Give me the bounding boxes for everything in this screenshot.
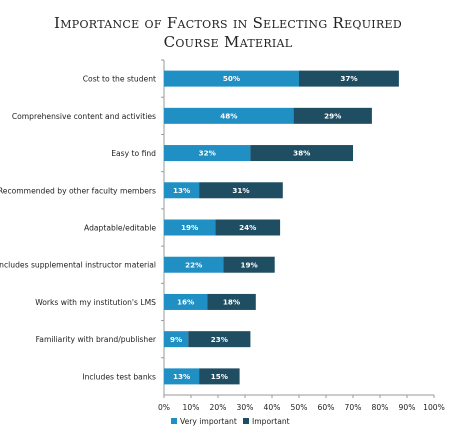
bar-important: [215, 219, 281, 236]
x-tick-label: 40%: [264, 403, 281, 412]
legend: Very important Important: [171, 417, 290, 426]
bar-very-important: [164, 107, 294, 124]
data-label: 24%: [239, 223, 256, 232]
legend-important-label: Important: [252, 417, 290, 426]
category-label: Easy to find: [111, 149, 156, 158]
x-tick-label: 0%: [158, 403, 170, 412]
bar-important: [293, 107, 372, 124]
data-label: 13%: [173, 372, 190, 381]
chart-title-line-2: Course Material: [164, 33, 293, 51]
bar-important: [250, 145, 353, 162]
plot-area: 0% 10% 20% 30% 40% 50% 60% 70% 80% 90% 100% Cost to…: [0, 59, 445, 412]
x-tick-label: 70%: [345, 403, 362, 412]
data-label: 15%: [211, 372, 228, 381]
x-tick-label: 100%: [423, 403, 445, 412]
category-label: Recommended by other faculty members: [0, 186, 156, 195]
x-tick-label: 60%: [318, 403, 335, 412]
chart-title-line-1: Importance of Factors in Selecting Requi…: [54, 14, 402, 32]
data-label: 16%: [177, 298, 194, 307]
data-label: 23%: [211, 335, 228, 344]
data-label: 31%: [232, 186, 249, 195]
bar-important: [223, 256, 275, 273]
category-label: Adaptable/editable: [84, 224, 156, 233]
bar-very-important: [164, 256, 224, 273]
bar-very-important: [164, 145, 251, 162]
data-label: 19%: [181, 223, 198, 232]
category-label: Comprehensive content and activities: [12, 112, 156, 121]
category-label: Includes test banks: [82, 372, 156, 381]
bar-very-important: [164, 70, 299, 87]
x-tick-label: 80%: [372, 403, 389, 412]
legend-very-important-swatch: [171, 418, 177, 424]
data-label: 13%: [173, 186, 190, 195]
bar-very-important: [164, 331, 189, 348]
x-tick-label: 90%: [399, 403, 416, 412]
data-label: 22%: [185, 260, 202, 269]
bar-important: [299, 70, 399, 87]
bar-important: [188, 331, 251, 348]
data-label: 38%: [293, 149, 310, 158]
data-label: 48%: [220, 111, 237, 120]
legend-very-important-label: Very important: [180, 417, 237, 426]
category-label: Works with my institution's LMS: [35, 298, 156, 307]
legend-important-swatch: [243, 418, 249, 424]
bar-very-important: [164, 368, 200, 385]
data-label: 50%: [223, 74, 240, 83]
category-label: Includes supplemental instructor materia…: [0, 261, 156, 270]
x-tick-label: 20%: [210, 403, 227, 412]
data-label: 37%: [340, 74, 357, 83]
bar-important: [199, 182, 283, 199]
x-tick-label: 10%: [183, 403, 200, 412]
data-label: 9%: [170, 335, 182, 344]
x-tick-label: 30%: [237, 403, 254, 412]
data-label: 19%: [240, 260, 257, 269]
x-tick-label: 50%: [291, 403, 308, 412]
bar-very-important: [164, 182, 200, 199]
bar-very-important: [164, 219, 216, 236]
data-label: 32%: [199, 149, 216, 158]
category-label: Cost to the student: [83, 75, 156, 84]
bar-important: [207, 293, 256, 310]
bar-very-important: [164, 293, 208, 310]
data-label: 29%: [324, 111, 341, 120]
category-label: Familiarity with brand/publisher: [36, 335, 157, 344]
bar-important: [199, 368, 240, 385]
data-label: 18%: [223, 298, 240, 307]
